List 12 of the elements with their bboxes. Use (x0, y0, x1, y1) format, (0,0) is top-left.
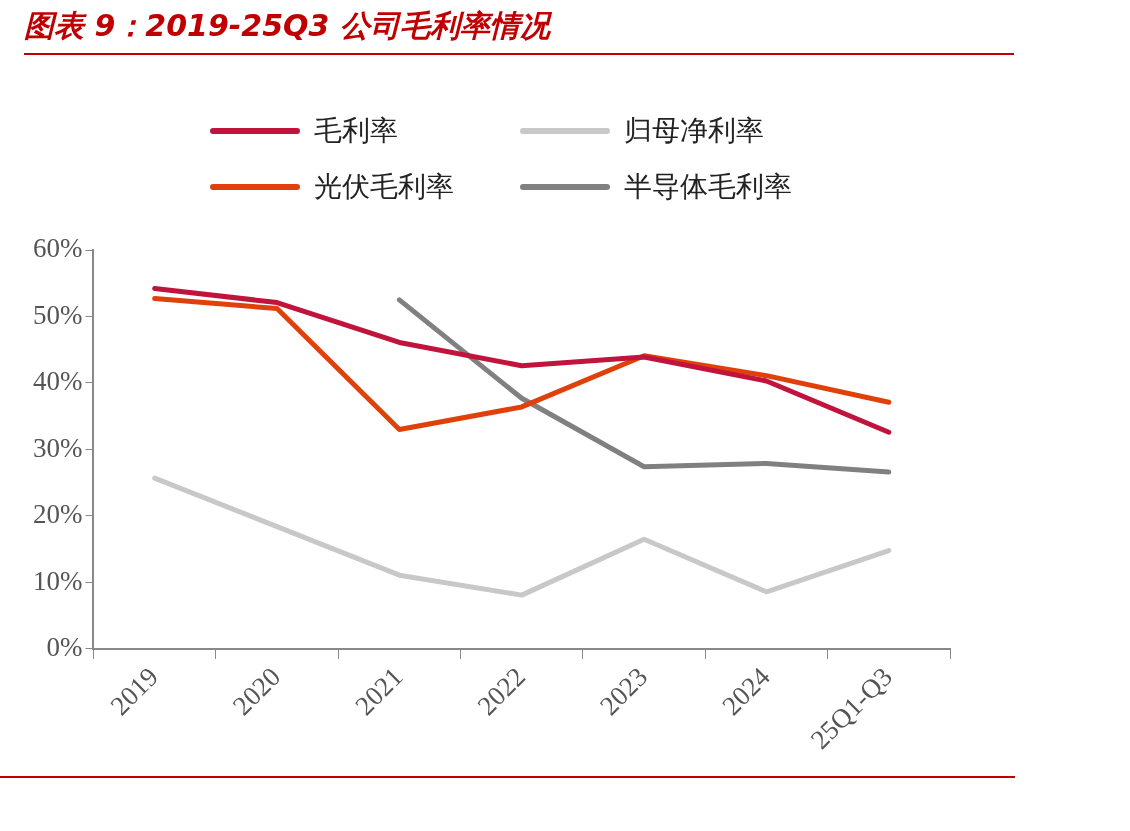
y-tick-label: 50% (32, 299, 83, 330)
chart-title: 图表 9：2019-25Q3 公司毛利率情况 (24, 6, 1014, 55)
y-tick-label: 40% (32, 366, 83, 397)
legend-label: 毛利率 (314, 113, 398, 149)
y-tick-label: 20% (32, 499, 83, 530)
legend-label: 归母净利率 (624, 113, 764, 149)
legend-label: 半导体毛利率 (624, 169, 792, 205)
y-tick-label: 30% (32, 432, 83, 463)
y-tick-label: 0% (46, 632, 83, 663)
y-tick-label: 10% (32, 565, 83, 596)
legend-label: 光伏毛利率 (314, 169, 454, 205)
y-tick-label: 60% (32, 233, 83, 264)
